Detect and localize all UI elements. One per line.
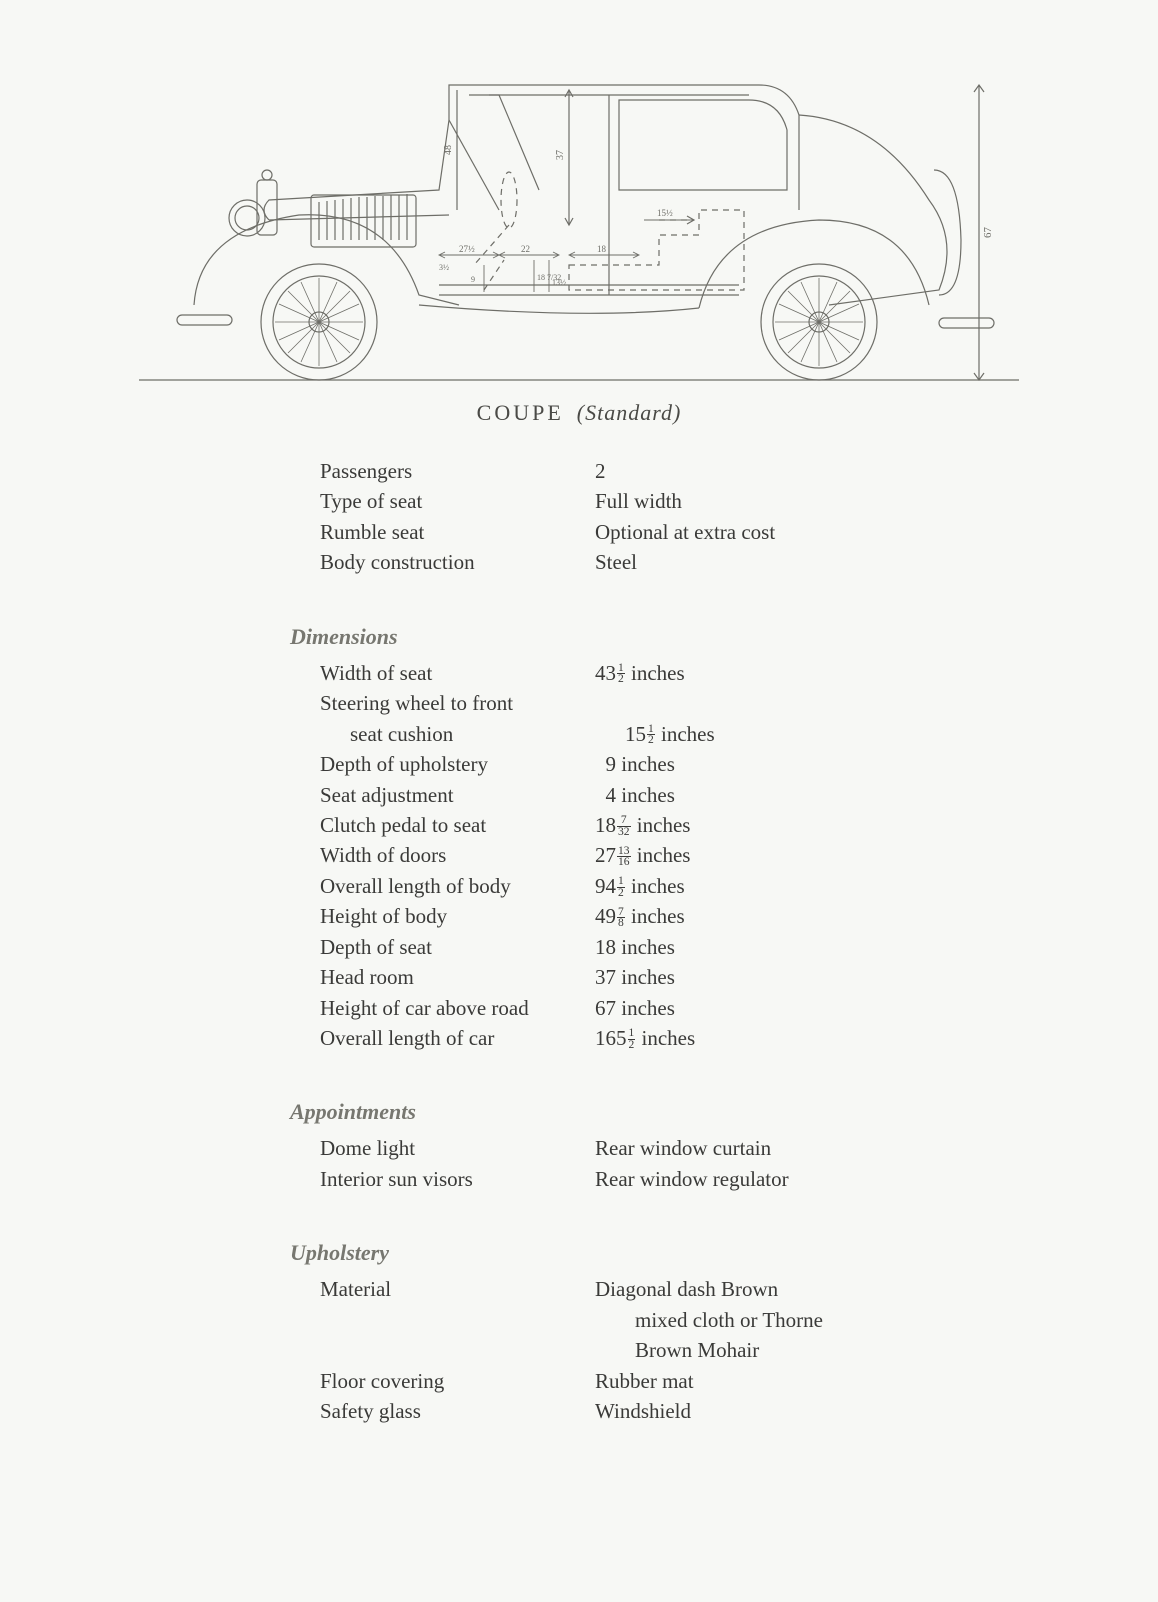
spec-row: Seat adjustment 4 inches — [290, 780, 918, 810]
caption-main: COUPE — [477, 400, 564, 425]
spec-row: Width of seat4312 inches — [290, 658, 918, 688]
spec-value: 67 inches — [595, 993, 918, 1023]
dim-h: 3½ — [439, 263, 449, 272]
spec-value: Full width — [595, 486, 918, 516]
spec-label: Seat adjustment — [290, 780, 595, 810]
spec-value: 271316 inches — [595, 840, 918, 870]
header-rows: Passengers2Type of seatFull widthRumble … — [290, 456, 918, 578]
spec-label: Depth of seat — [290, 932, 595, 962]
spec-value: 4978 inches — [595, 901, 918, 931]
spec-value — [595, 688, 918, 718]
spec-row: Overall length of body9412 inches — [290, 871, 918, 901]
spec-value: 2 — [595, 456, 918, 486]
spec-label: Passengers — [290, 456, 595, 486]
spec-value: 4312 inches — [595, 658, 918, 688]
appointments-item: Interior sun visors — [290, 1164, 595, 1194]
spec-row: Passengers2 — [290, 456, 918, 486]
spec-value: 9412 inches — [595, 871, 918, 901]
spec-label: Width of seat — [290, 658, 595, 688]
car-technical-drawing: 67 48 37 — [139, 60, 1019, 390]
spec-row: Clutch pedal to seat18732 inches — [290, 810, 918, 840]
spec-row: Width of doors271316 inches — [290, 840, 918, 870]
spec-row: Height of car above road67 inches — [290, 993, 918, 1023]
spec-value: 16512 inches — [595, 1023, 918, 1053]
spec-label: Material — [290, 1274, 595, 1304]
spec-label: Depth of upholstery — [290, 749, 595, 779]
spec-row: Body constructionSteel — [290, 547, 918, 577]
spec-label: Height of car above road — [290, 993, 595, 1023]
spec-row: MaterialDiagonal dash Brown — [290, 1274, 918, 1304]
dim-c: 18 — [597, 244, 607, 254]
spec-value: Optional at extra cost — [595, 517, 918, 547]
section-heading: Dimensions — [290, 624, 918, 650]
spec-value: Steel — [595, 547, 918, 577]
spec-value: 1512 inches — [625, 719, 918, 749]
spec-sheet: Passengers2Type of seatFull widthRumble … — [290, 456, 918, 1427]
spec-label: Rumble seat — [290, 517, 595, 547]
spec-label: Head room — [290, 962, 595, 992]
spec-value: Windshield — [595, 1396, 918, 1426]
spec-label: Clutch pedal to seat — [290, 810, 595, 840]
spec-row: seat cushion1512 inches — [290, 719, 918, 749]
spec-label: Body construction — [290, 547, 595, 577]
dim-overall-height: 67 — [982, 227, 994, 239]
dim-f: 13½ — [552, 278, 566, 287]
dim-b: 22 — [521, 244, 530, 254]
spec-row: Head room37 inches — [290, 962, 918, 992]
appointments-item: Rear window curtain — [595, 1133, 918, 1163]
spec-row: Height of body4978 inches — [290, 901, 918, 931]
dim-a: 27½ — [459, 244, 475, 254]
spec-row: mixed cloth or Thorne — [290, 1305, 918, 1335]
spec-label: Overall length of car — [290, 1023, 595, 1053]
caption-sub: (Standard) — [577, 400, 682, 425]
spec-row: Depth of seat18 inches — [290, 932, 918, 962]
spec-label: Type of seat — [290, 486, 595, 516]
appointments-row: Interior sun visorsRear window regulator — [290, 1164, 918, 1194]
spec-sections: Dimensions Width of seat4312 inchesSteeri… — [290, 624, 918, 1054]
spec-value: 18732 inches — [595, 810, 918, 840]
appointments-body: Dome lightRear window curtainInterior su… — [290, 1133, 918, 1194]
appointments-item: Dome light — [290, 1133, 595, 1163]
spec-label: Width of doors — [290, 840, 595, 870]
spec-label: Overall length of body — [290, 871, 595, 901]
spec-value: Rubber mat — [595, 1366, 918, 1396]
dim-g: 9 — [471, 275, 475, 284]
spec-row: Steering wheel to front — [290, 688, 918, 718]
upholstery-heading: Upholstery — [290, 1240, 918, 1266]
spec-value: 9 inches — [595, 749, 918, 779]
spec-value: mixed cloth or Thorne — [595, 1305, 918, 1335]
spec-row: Brown Mohair — [290, 1335, 918, 1365]
spec-row: Rumble seatOptional at extra cost — [290, 517, 918, 547]
appointments-row: Dome lightRear window curtain — [290, 1133, 918, 1163]
spec-row: Overall length of car16512 inches — [290, 1023, 918, 1053]
diagram-caption: COUPE (Standard) — [80, 400, 1078, 426]
spec-row: Safety glassWindshield — [290, 1396, 918, 1426]
car-diagram-container: 67 48 37 — [80, 60, 1078, 390]
spec-value: 37 inches — [595, 962, 918, 992]
dim-interior-height: 37 — [555, 150, 566, 160]
appointments-item: Rear window regulator — [595, 1164, 918, 1194]
appointments-heading: Appointments — [290, 1099, 918, 1125]
spec-row: Type of seatFull width — [290, 486, 918, 516]
spec-value: Brown Mohair — [595, 1335, 918, 1365]
spec-label: Steering wheel to front — [290, 688, 595, 718]
spec-label — [290, 1335, 595, 1365]
spec-label: seat cushion — [290, 719, 625, 749]
spec-label: Height of body — [290, 901, 595, 931]
dim-d: 15½ — [657, 208, 673, 218]
spec-label: Safety glass — [290, 1396, 595, 1426]
spec-value: Diagonal dash Brown — [595, 1274, 918, 1304]
spec-value: 18 inches — [595, 932, 918, 962]
spec-value: 4 inches — [595, 780, 918, 810]
spec-label: Floor covering — [290, 1366, 595, 1396]
spec-label — [290, 1305, 595, 1335]
spec-row: Floor coveringRubber mat — [290, 1366, 918, 1396]
upholstery-body: MaterialDiagonal dash Brownmixed cloth o… — [290, 1274, 918, 1426]
spec-row: Depth of upholstery 9 inches — [290, 749, 918, 779]
